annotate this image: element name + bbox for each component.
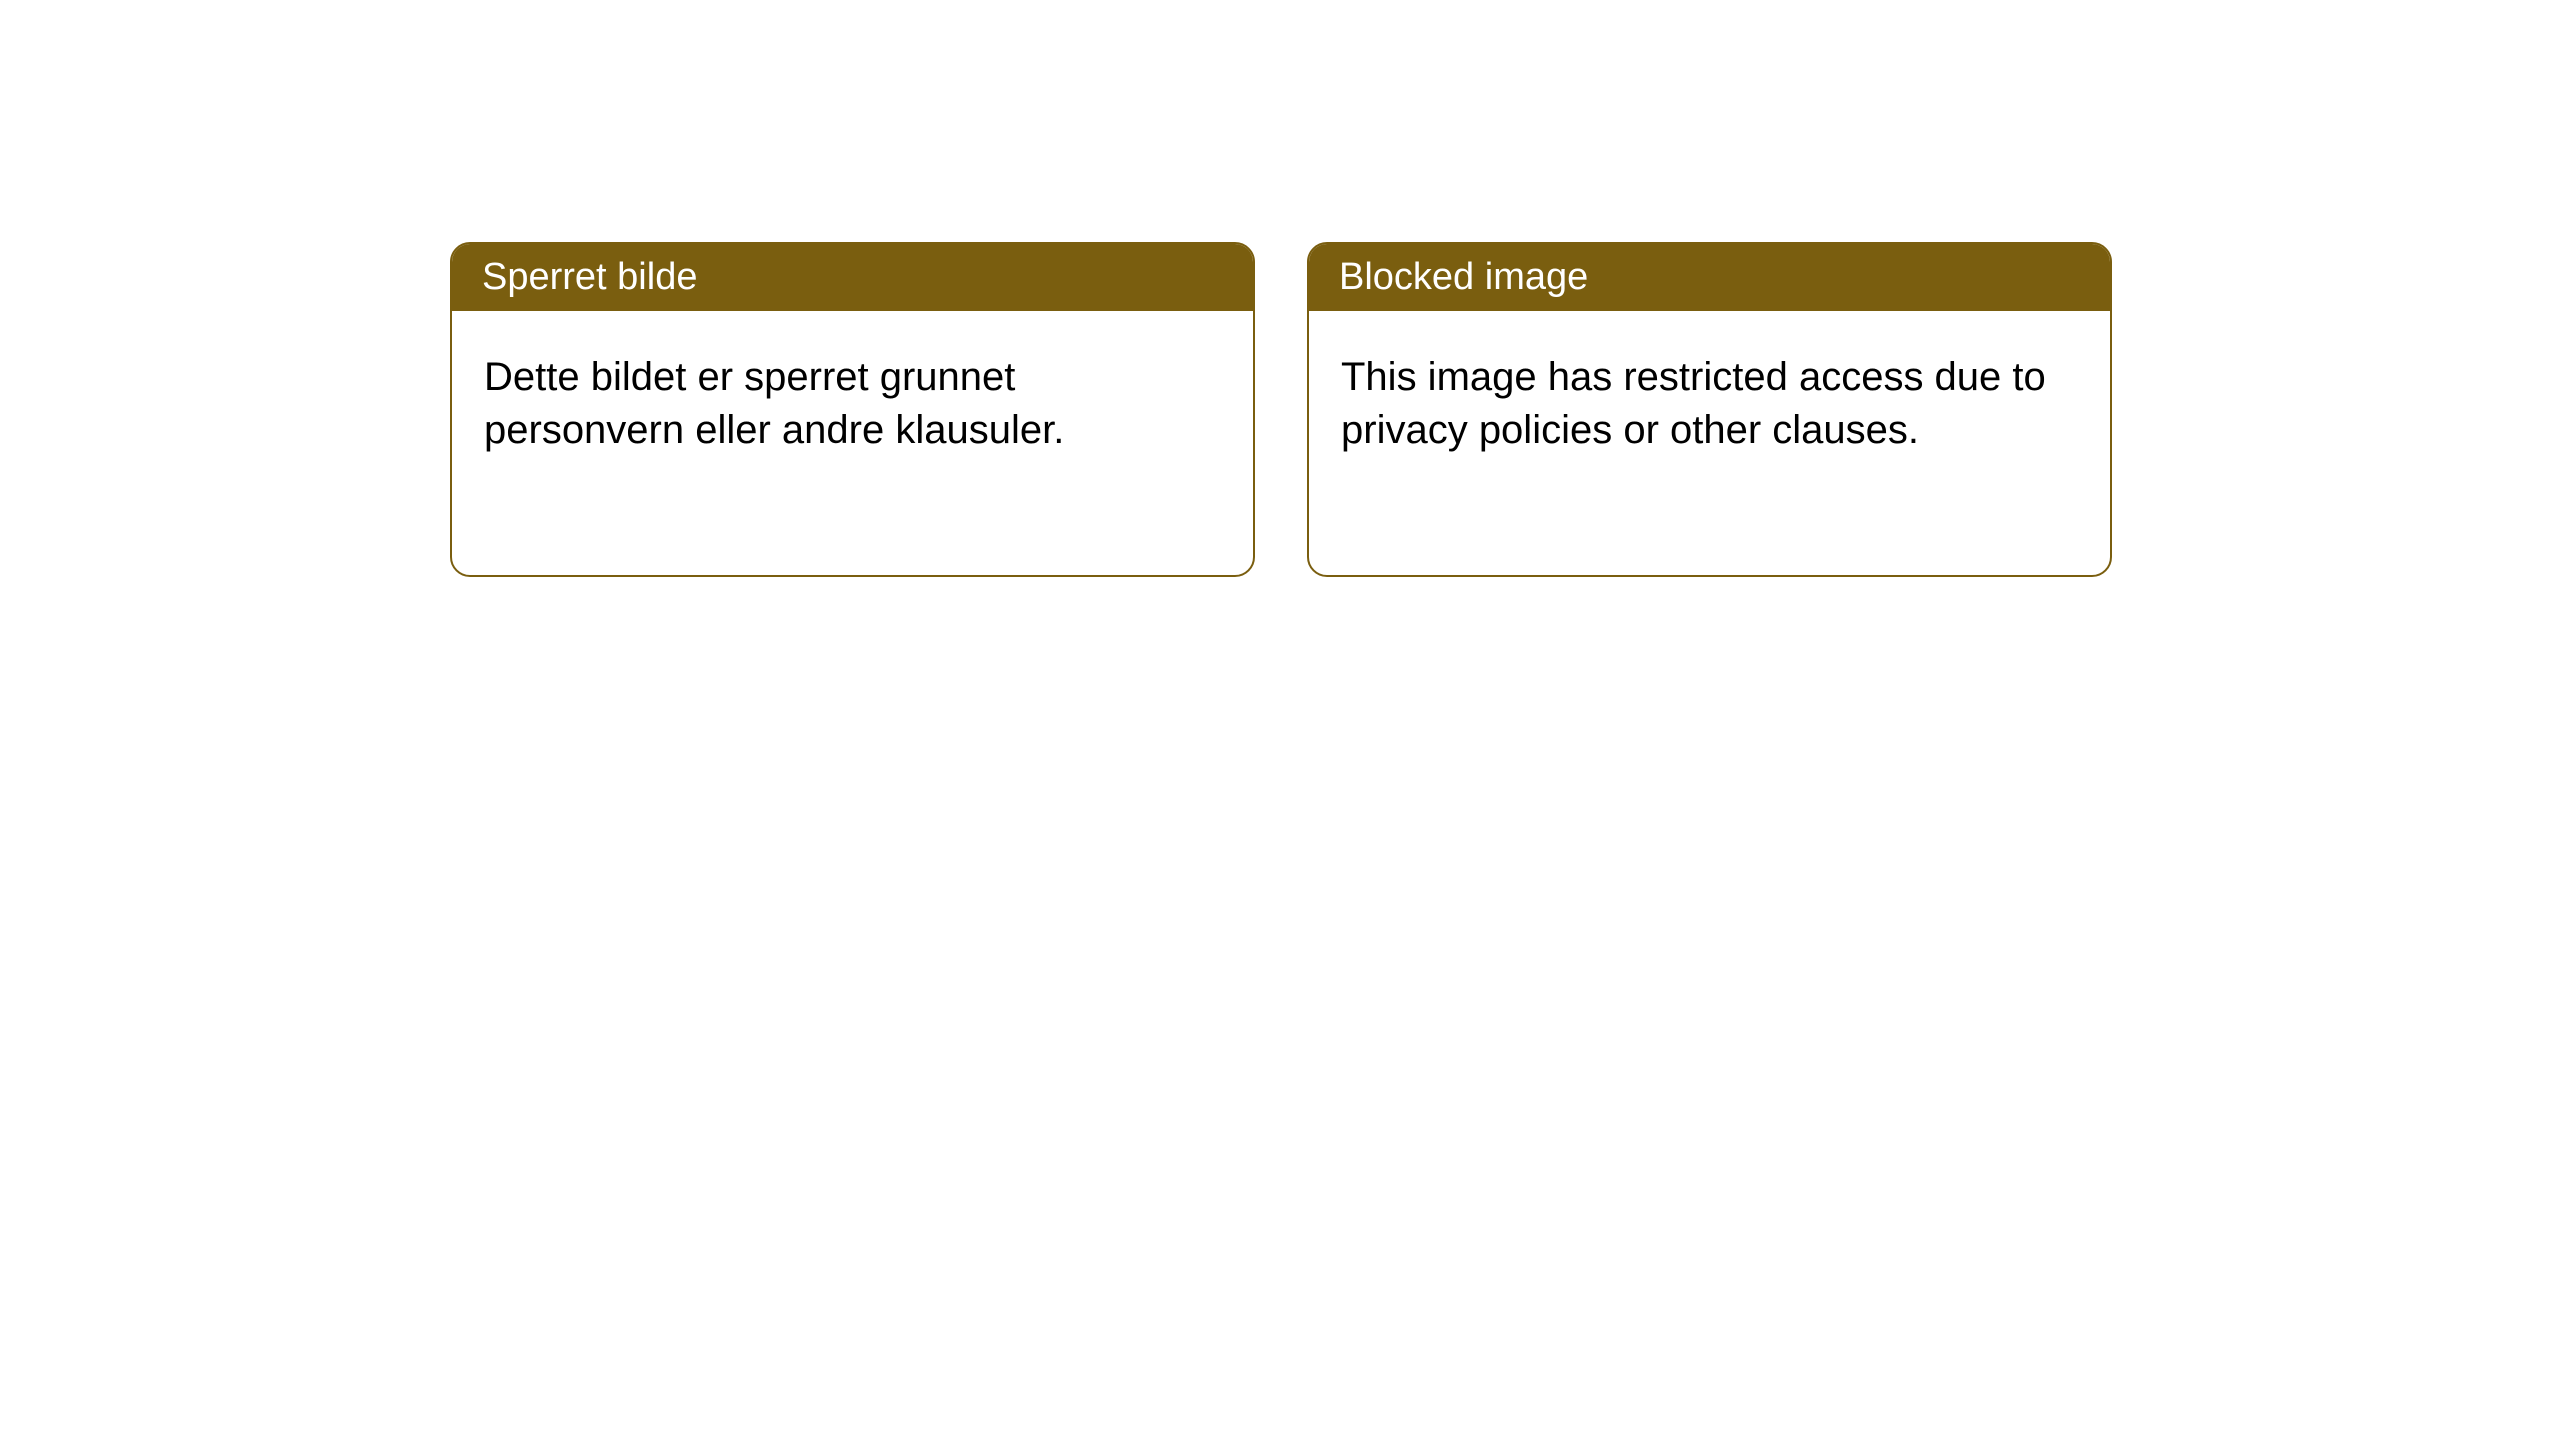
notice-card-body: This image has restricted access due to … [1309, 311, 2110, 497]
notice-cards-container: Sperret bilde Dette bildet er sperret gr… [450, 242, 2112, 577]
notice-card-english: Blocked image This image has restricted … [1307, 242, 2112, 577]
notice-card-title: Sperret bilde [452, 244, 1253, 311]
notice-card-norwegian: Sperret bilde Dette bildet er sperret gr… [450, 242, 1255, 577]
notice-card-title: Blocked image [1309, 244, 2110, 311]
notice-card-body: Dette bildet er sperret grunnet personve… [452, 311, 1253, 497]
